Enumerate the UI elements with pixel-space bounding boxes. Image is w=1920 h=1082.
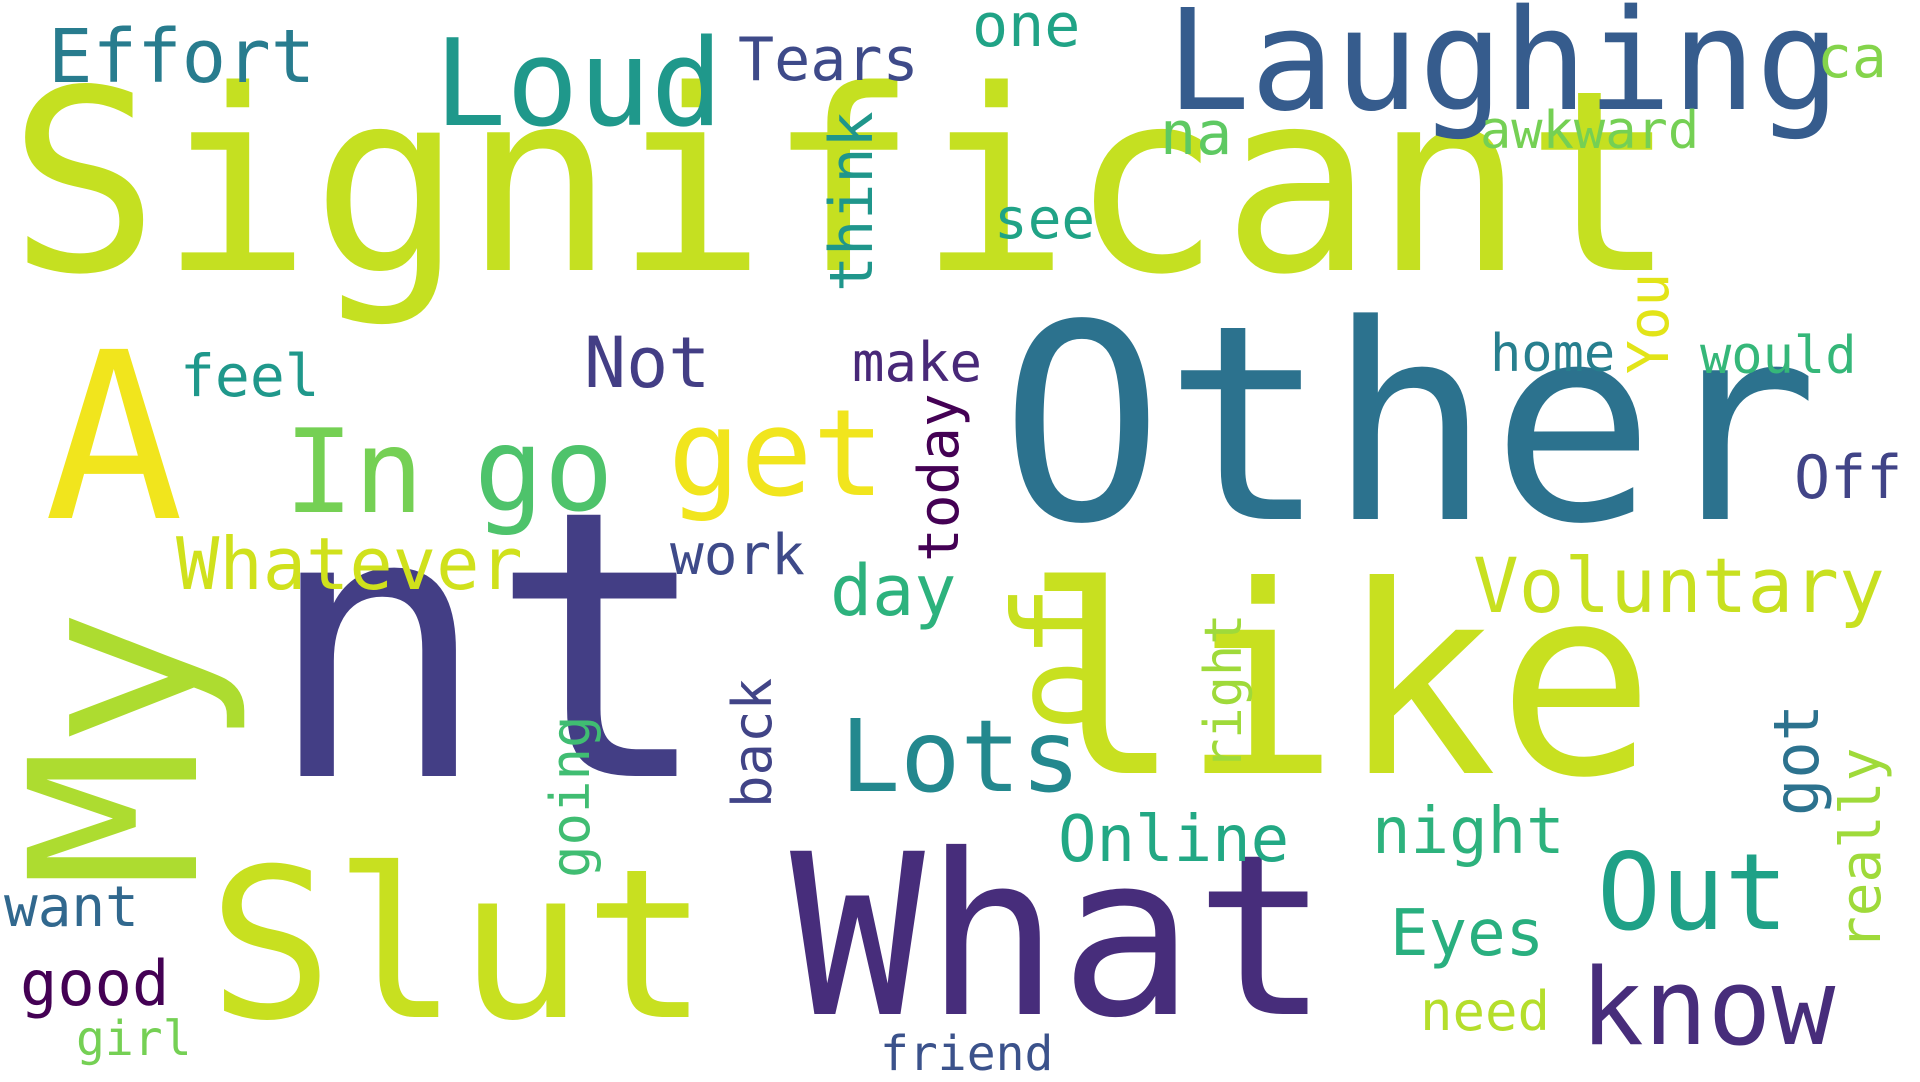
word-in: In [284,405,424,540]
word-want: want [4,875,139,940]
word-good: good [20,947,170,1020]
word-work: work [670,523,805,588]
word-you: You [1617,272,1682,374]
word-off: Off [1794,443,1903,513]
word-think: think [817,111,887,292]
word-going: going [539,715,602,878]
word-go: go [474,403,614,538]
word-ca: ca [1817,23,1887,91]
word-whatever: Whatever [176,522,523,606]
word-laughing: Laughing [1166,0,1841,143]
word-night: night [1372,795,1565,869]
word-slut: Slut [208,825,709,1067]
word-right: right [1194,613,1254,770]
word-make: make [852,331,983,394]
word-see: see [994,187,1096,252]
word-out: Out [1597,831,1789,954]
word-awkward: awkward [1480,101,1700,161]
word-not: Not [584,322,711,404]
word-girl: girl [76,1011,192,1067]
word-need: need [1420,980,1551,1043]
word-got: got [1760,704,1833,816]
word-home: home [1490,324,1616,384]
word-today: today [907,393,972,562]
word-day: day [830,550,957,632]
word-other: Other [1000,268,1819,584]
word-get: get [668,385,885,524]
word-lots: Lots [840,698,1081,815]
word-back: back [721,677,784,808]
word-eyes: Eyes [1390,897,1545,971]
word-know: know [1580,946,1836,1069]
word-tears: Tears [738,25,919,95]
word-like: like [1024,530,1655,835]
word-would: would [1700,326,1857,386]
word-significant: Significant [8,37,1677,330]
word-na: na [1160,99,1233,169]
word-feel: feel [180,342,320,410]
word-one: one [972,0,1081,61]
word-loud: Loud [434,15,723,154]
word-nt: nt [265,431,713,864]
word-what: What [790,806,1330,1067]
word-voluntary: Voluntary [1473,541,1885,630]
word-my: My [0,608,251,888]
word-effort: Effort [48,14,316,100]
word-friend: friend [880,1026,1054,1082]
word-really: really [1829,747,1894,950]
word-online: Online [1058,803,1290,877]
word-a: A [44,303,184,573]
